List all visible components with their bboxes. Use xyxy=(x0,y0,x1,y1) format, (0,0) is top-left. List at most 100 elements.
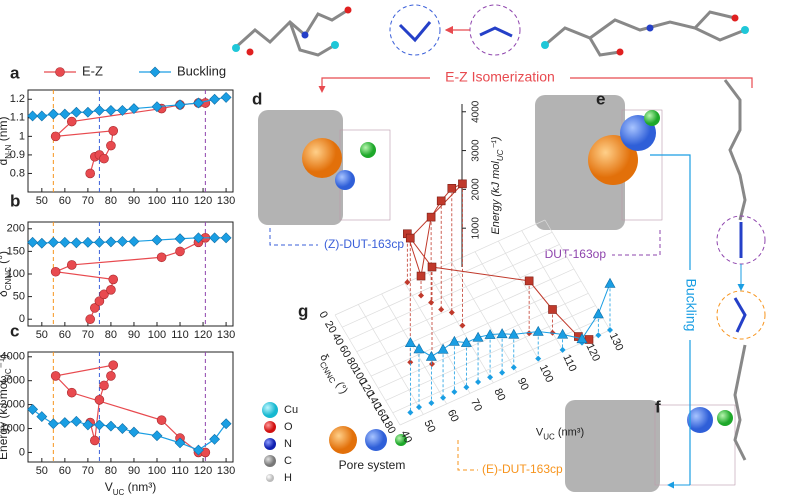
callout xyxy=(612,230,661,256)
grid-line xyxy=(334,314,401,426)
x-axis-label-part: UC xyxy=(543,432,555,441)
point xyxy=(36,411,48,422)
point xyxy=(117,423,128,434)
point xyxy=(151,101,163,113)
point xyxy=(404,337,416,347)
x-tick-label: 110 xyxy=(171,195,189,207)
grid-line xyxy=(370,280,582,377)
point xyxy=(117,104,128,116)
floor-point xyxy=(418,292,425,299)
point xyxy=(89,303,100,313)
legend-marker xyxy=(149,66,161,78)
point xyxy=(174,99,186,111)
legend-marker xyxy=(55,67,65,77)
point xyxy=(99,380,109,391)
panel-label: g xyxy=(298,301,308,320)
point xyxy=(59,417,71,428)
floor-point xyxy=(526,330,533,337)
floor-point xyxy=(451,388,458,395)
point xyxy=(36,110,48,122)
y-axis-label: Energy (kJ molUC⁻¹) xyxy=(0,354,13,460)
y-tick-label: 1.1 xyxy=(10,112,25,124)
x-tick-label: 70 xyxy=(82,465,94,477)
x-tick-label: 80 xyxy=(105,329,117,341)
point xyxy=(70,237,82,249)
floor-point xyxy=(429,361,435,368)
x-tick-label: 70 xyxy=(82,329,94,341)
point xyxy=(209,433,220,445)
structure-label: (Z)-DUT-163cp xyxy=(324,237,404,251)
x-tick-label: 120 xyxy=(194,465,212,477)
y-axis-label-part: (°) xyxy=(0,251,10,267)
azo-bond xyxy=(398,21,432,43)
y-tick-label: 100 xyxy=(7,268,25,280)
point xyxy=(576,333,588,344)
atom-swatch xyxy=(264,438,276,450)
floor-point xyxy=(499,369,506,376)
x-axis-label-part: (nm³) xyxy=(124,480,156,494)
point xyxy=(108,274,119,285)
panel-label: c xyxy=(10,321,19,340)
point xyxy=(128,236,140,247)
point xyxy=(426,212,436,222)
y-axis-label-part: (nm) xyxy=(0,117,10,145)
y-axis-label-part: ⁻¹) xyxy=(0,354,10,368)
x-tick-label: 60 xyxy=(445,408,461,424)
x-tick-label: 100 xyxy=(148,195,166,207)
grid-line xyxy=(363,268,575,365)
floor-point xyxy=(404,279,411,286)
point xyxy=(105,104,117,116)
molecule-z xyxy=(233,8,349,57)
series-line xyxy=(32,408,227,451)
atom-label: H xyxy=(284,472,292,484)
legend-label: Buckling xyxy=(177,63,226,78)
floor-point xyxy=(416,404,422,411)
x-tick-label: 80 xyxy=(105,195,117,207)
z-tick-label: 4000 xyxy=(471,100,482,123)
x-tick-label: 60 xyxy=(59,195,71,207)
point xyxy=(108,360,119,370)
grid-line xyxy=(399,329,611,426)
point xyxy=(472,331,484,342)
molecule-e xyxy=(544,10,746,57)
plot-frame xyxy=(27,89,234,193)
x-tick-label: 40 xyxy=(398,429,414,445)
point xyxy=(460,336,472,347)
point xyxy=(532,325,544,336)
x-tick-label: 80 xyxy=(105,465,117,477)
atom-label: C xyxy=(284,455,292,467)
floor-point xyxy=(428,400,435,407)
panel-label: f xyxy=(655,397,661,416)
point xyxy=(557,328,569,339)
x-axis-label-part: V xyxy=(105,480,113,494)
y-tick-label: 0 xyxy=(316,309,329,320)
point xyxy=(156,252,167,263)
atom-label: O xyxy=(284,421,293,433)
y-axis-label: δCNNC (°) xyxy=(0,251,13,297)
point xyxy=(436,196,446,206)
z-axis-label: Energy (kJ molUC⁻¹) xyxy=(490,136,505,234)
y-tick-label: 0.9 xyxy=(10,149,25,161)
x-axis-label-part: (nm³) xyxy=(555,426,584,438)
floor-point xyxy=(448,309,455,316)
floor-point xyxy=(510,364,517,371)
point xyxy=(59,108,71,120)
floor-point xyxy=(463,384,470,391)
point xyxy=(405,233,415,243)
atom-label: Cu xyxy=(284,404,298,416)
floor-point xyxy=(475,378,482,385)
x-tick-label: 130 xyxy=(217,195,235,207)
point xyxy=(151,234,163,246)
z-axis-label-part: ⁻¹) xyxy=(490,136,502,149)
point xyxy=(524,276,534,286)
point xyxy=(604,277,616,288)
point xyxy=(105,420,117,432)
zoom-circle xyxy=(469,4,521,56)
azo-bond xyxy=(479,26,513,38)
x-axis-label: VUC (nm³) xyxy=(105,480,157,496)
x-axis-label-part: UC xyxy=(113,488,125,497)
point xyxy=(413,343,425,354)
point xyxy=(99,289,109,300)
y-axis-label-part: δ xyxy=(317,352,330,363)
x-tick-label: 120 xyxy=(583,342,602,364)
